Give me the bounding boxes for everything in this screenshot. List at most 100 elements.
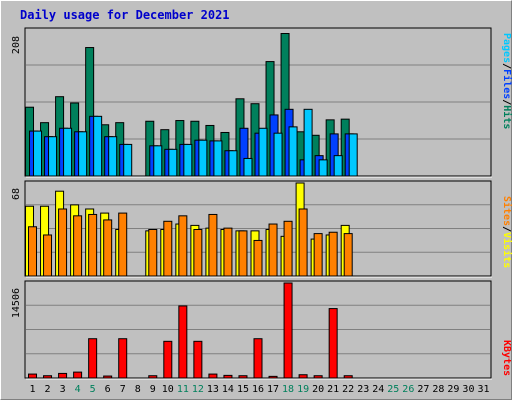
bar-pages-day-10 [168,148,178,177]
bar-kbytes-day-7 [118,338,128,379]
bar-sites-day-13 [208,213,218,277]
bar-pages-day-22 [348,133,358,177]
bar-kbytes-day-21 [328,308,338,379]
bar-sites-day-10 [163,220,173,277]
x-tick-label-day-26: 26 [402,384,414,395]
bar-sites-day-20 [313,233,323,277]
bar-kbytes-day-14 [223,374,233,379]
x-tick-label-day-21: 21 [327,384,339,395]
bar-kbytes-day-5 [88,338,98,379]
x-tick-label-day-7: 7 [120,384,126,395]
bar-pages-day-7 [123,143,133,177]
x-tick-label-day-17: 17 [267,384,279,395]
bar-kbytes-day-22 [343,375,353,379]
bar-kbytes-day-11 [178,305,188,379]
legend-entry: KBytes [501,340,512,376]
x-tick-label-day-13: 13 [207,384,219,395]
bar-kbytes-day-2 [43,375,53,379]
y-max-label: 68 [11,188,22,200]
bar-sites-day-19 [298,208,308,277]
bar-sites-day-9 [148,229,158,277]
legend-visits-sites: Sites/Visits [501,196,512,268]
bar-kbytes-day-18 [283,282,293,379]
x-tick-label-day-6: 6 [105,384,111,395]
bar-kbytes-day-1 [28,373,38,379]
x-tick-label-day-1: 1 [30,384,36,395]
bar-kbytes-day-16 [253,338,263,379]
x-tick-label-day-29: 29 [447,384,459,395]
bar-sites-day-12 [193,229,203,277]
bar-kbytes-day-6 [103,375,113,379]
x-tick-label-day-24: 24 [372,384,384,395]
legend-entry: Sites [501,196,512,226]
bar-pages-day-1 [33,130,43,177]
x-tick-label-day-3: 3 [60,384,66,395]
bar-pages-day-20 [318,159,328,177]
bar-pages-day-3 [63,127,73,177]
x-tick-label-day-28: 28 [432,384,444,395]
x-tick-label-day-8: 8 [135,384,141,395]
bar-kbytes-day-20 [313,375,323,379]
x-tick-label-day-25: 25 [387,384,399,395]
bar-sites-day-22 [343,233,353,277]
legend-entry: Pages [501,33,512,63]
bar-pages-day-12 [198,139,208,177]
legend-entry: Files [501,69,512,99]
bar-pages-day-16 [258,127,268,177]
bar-sites-day-11 [178,215,188,277]
bar-pages-day-5 [93,115,103,177]
bar-sites-day-6 [103,219,113,277]
bar-sites-day-2 [43,234,53,277]
chart-title: Daily usage for December 2021 [20,8,230,22]
x-tick-label-day-5: 5 [90,384,96,395]
bar-kbytes-day-13 [208,373,218,379]
bar-pages-day-2 [48,136,58,177]
bar-sites-day-7 [118,212,128,277]
bar-kbytes-day-12 [193,340,203,379]
x-tick-label-day-27: 27 [417,384,429,395]
y-max-label: 208 [11,36,22,54]
bar-sites-day-4 [73,215,83,277]
bar-pages-day-14 [228,150,238,177]
bar-kbytes-day-15 [238,375,248,379]
bar-sites-day-14 [223,227,233,277]
bar-sites-day-5 [88,213,98,277]
legend-entry: Visits [501,232,512,268]
legend-entry: Hits [501,105,512,129]
bar-sites-day-1 [28,226,38,277]
x-tick-label-day-14: 14 [222,384,234,395]
bar-pages-day-17 [273,132,283,177]
bar-pages-day-18 [288,126,298,177]
legend-entry: / [501,226,512,232]
x-tick-label-day-23: 23 [357,384,369,395]
bar-pages-day-21 [333,155,343,177]
bar-sites-day-16 [253,239,263,277]
x-tick-label-day-16: 16 [252,384,264,395]
bar-pages-day-4 [78,131,88,177]
bar-kbytes-day-3 [58,372,68,379]
x-tick-label-day-22: 22 [342,384,354,395]
bar-pages-day-9 [153,145,163,177]
bar-pages-day-11 [183,143,193,177]
bar-kbytes-day-4 [73,371,83,379]
x-tick-label-day-30: 30 [462,384,474,395]
bar-pages-day-19 [303,108,313,177]
legend-entry: / [501,63,512,69]
x-tick-label-day-9: 9 [150,384,156,395]
x-tick-label-day-15: 15 [237,384,249,395]
bar-kbytes-day-19 [298,374,308,379]
x-tick-label-day-18: 18 [282,384,294,395]
legend-hits-files-pages: Pages/Files/Hits [501,33,512,129]
bar-sites-day-18 [283,220,293,277]
bar-sites-day-17 [268,223,278,277]
y-max-label: 14506 [11,288,22,318]
x-tick-label-day-4: 4 [75,384,81,395]
bar-sites-day-21 [328,231,338,277]
bar-sites-day-3 [58,208,68,277]
bar-pages-day-13 [213,140,223,177]
bar-pages-day-15 [243,157,253,177]
x-tick-label-day-20: 20 [312,384,324,395]
x-tick-label-day-2: 2 [45,384,51,395]
x-tick-label-day-31: 31 [477,384,489,395]
